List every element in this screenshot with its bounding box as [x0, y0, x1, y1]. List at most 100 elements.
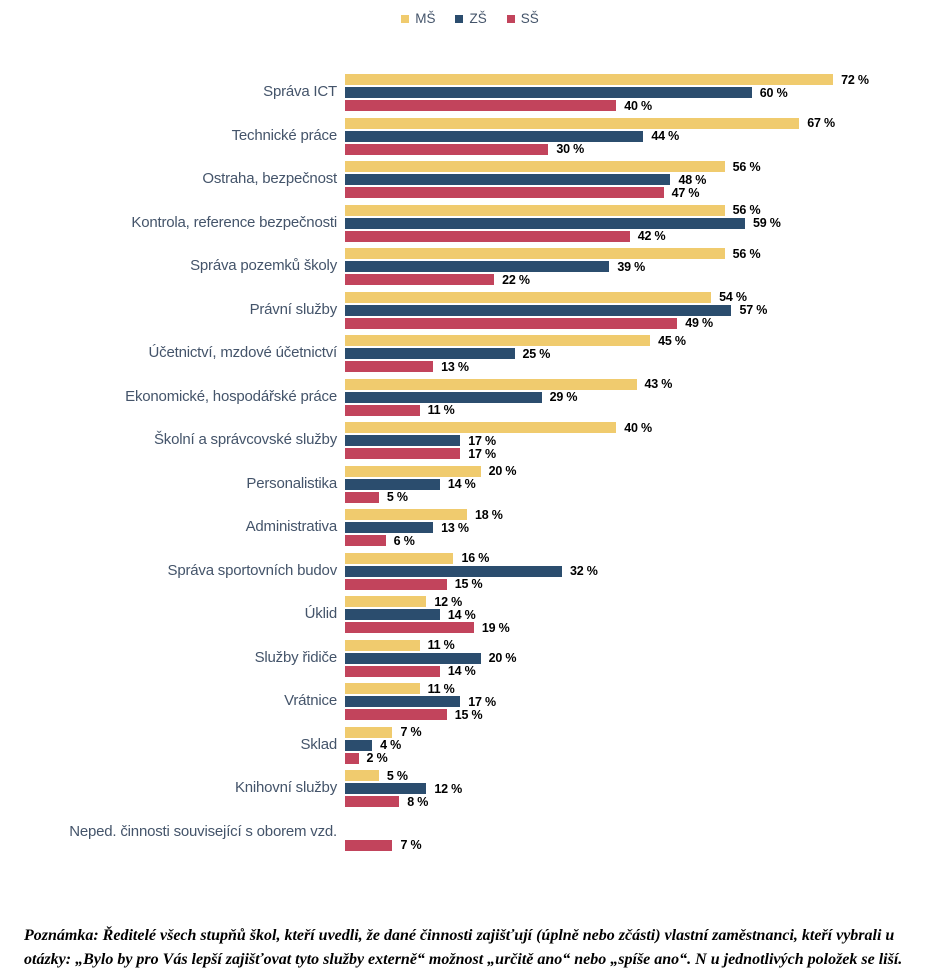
bar — [345, 100, 617, 111]
bars-area: 20 % 14 % 5 % — [345, 464, 940, 504]
bars-area: 72 % 60 % 40 % — [345, 73, 940, 113]
category-label: Právní služby — [249, 300, 338, 318]
series-slot: 2 % — [345, 751, 940, 765]
bars-area: 56 % 59 % 42 % — [345, 203, 940, 243]
bar-value-label: 42 % — [637, 229, 666, 243]
series-slot: 40 % — [345, 421, 940, 435]
category-label: Kontrola, reference bezpečnosti — [131, 213, 337, 231]
category-row: Služby řidiče 11 % 20 % 14 % — [22, 638, 940, 678]
series-slot: 45 % — [345, 333, 940, 348]
bar — [345, 752, 359, 764]
series-slot: 17 % — [345, 433, 940, 448]
bar — [345, 348, 515, 359]
series-slot: 39 % — [345, 259, 940, 274]
bars-area: 67 % 44 % 30 % — [345, 116, 940, 156]
bar — [345, 522, 434, 533]
category-row: Správa ICT 72 % 60 % 40 % — [22, 73, 940, 113]
bar — [345, 204, 725, 216]
bar — [345, 435, 461, 446]
series-slot: 19 % — [345, 620, 940, 635]
bar — [345, 74, 834, 85]
bar-value-label: 39 % — [617, 259, 646, 274]
bar-value-label: 47 % — [671, 185, 700, 200]
bar — [345, 696, 461, 707]
series-slot: 5 % — [345, 490, 940, 504]
bars-area: 45 % 25 % 13 % — [345, 333, 940, 374]
bar-value-label: 25 % — [522, 346, 551, 361]
bar-value-label: 17 % — [468, 694, 496, 709]
category-row: Administrativa 18 % 13 % 6 % — [22, 508, 940, 548]
series-slot: 11 % — [345, 682, 940, 696]
series-slot: 25 % — [345, 346, 940, 361]
bar-value-label: 49 % — [685, 316, 713, 330]
bar — [345, 796, 400, 807]
category-row: Školní a správcovské služby 40 % 17 % 17 % — [22, 421, 940, 461]
series-slot: 20 % — [345, 464, 940, 478]
bar-value-label: 13 % — [441, 359, 469, 374]
category-label: Účetnictví, mzdové účetnictví — [148, 344, 338, 362]
bar — [345, 174, 671, 185]
series-slot: 15 % — [345, 577, 940, 591]
bar — [345, 491, 379, 503]
category-label: Ekonomické, hospodářské práce — [125, 387, 337, 405]
bars-area: 7 % — [345, 813, 940, 852]
bars-area: 12 % 14 % 19 % — [345, 595, 940, 635]
bar — [345, 565, 562, 577]
series-slot: 7 % — [345, 725, 940, 739]
category-label: Vrátnice — [284, 692, 337, 710]
series-slot: 47 % — [345, 185, 940, 200]
bar-value-label: 14 % — [447, 607, 476, 622]
series-slot: 67 % — [345, 116, 940, 130]
legend-color-swatch-ms — [401, 14, 410, 23]
bars-area: 5 % 12 % 8 % — [345, 769, 940, 809]
category-label: Personalistika — [246, 474, 337, 492]
bar-value-label: 11 % — [427, 403, 455, 417]
bar-value-label: 45 % — [658, 333, 686, 348]
series-slot: 12 % — [345, 595, 940, 609]
series-slot: 13 % — [345, 520, 940, 535]
series-slot: 30 % — [345, 142, 940, 156]
category-row: Kontrola, reference bezpečnosti 56 % 59 % 4… — [22, 203, 940, 243]
bar-value-label: 14 % — [447, 664, 476, 678]
series-slot: 14 % — [345, 664, 940, 678]
bar — [345, 770, 379, 781]
series-slot: 22 % — [345, 273, 940, 287]
bar-value-label: 19 % — [481, 620, 510, 635]
bar-chart: Správa ICT 72 % 60 % 40 % Technické práce 67 … — [0, 73, 940, 853]
category-label: Školní a správcovské služby — [153, 431, 337, 449]
bar — [345, 839, 393, 851]
series-slot: 12 % — [345, 782, 940, 796]
series-slot: 56 % — [345, 247, 940, 261]
series-slot: 4 % — [345, 738, 940, 752]
bars-area: 54 % 57 % 49 % — [345, 290, 940, 330]
chart-legend: MŠ ZŠ SŠ — [0, 11, 940, 26]
bar-value-label: 16 % — [461, 551, 490, 565]
bar-value-label: 40 % — [624, 98, 652, 113]
bar — [345, 509, 468, 520]
bar-value-label: 57 % — [739, 303, 768, 317]
category-row: Účetnictví, mzdové účetnictví 45 % 25 % 13 … — [22, 333, 940, 374]
bars-area: 7 % 4 % 2 % — [345, 725, 940, 765]
bar — [345, 448, 461, 459]
series-slot: 49 % — [345, 316, 940, 330]
bar-value-label: 43 % — [644, 377, 673, 391]
legend-color-swatch-zs — [455, 14, 464, 23]
category-label: Technické práce — [231, 126, 338, 144]
legend-label: MŠ — [415, 11, 436, 26]
bar — [345, 130, 644, 142]
category-row: Ostraha, bezpečnost 56 % 48 % 47 % — [22, 160, 940, 200]
category-row: Neped. činnosti související s oborem vzd… — [22, 813, 940, 852]
bar — [345, 248, 725, 259]
series-slot: 13 % — [345, 359, 940, 374]
bar-value-label: 54 % — [719, 290, 747, 304]
bar-value-label: 17 % — [468, 433, 496, 448]
series-slot: 32 % — [345, 564, 940, 578]
bars-area: 11 % 20 % 14 % — [345, 638, 940, 678]
bar-value-label: 13 % — [441, 520, 469, 535]
series-slot: 20 % — [345, 651, 940, 665]
series-slot: 42 % — [345, 229, 940, 243]
bar-value-label: 4 % — [380, 738, 402, 752]
bar-value-label: 67 % — [807, 116, 835, 130]
bar — [345, 535, 386, 546]
series-slot: 6 % — [345, 534, 940, 548]
